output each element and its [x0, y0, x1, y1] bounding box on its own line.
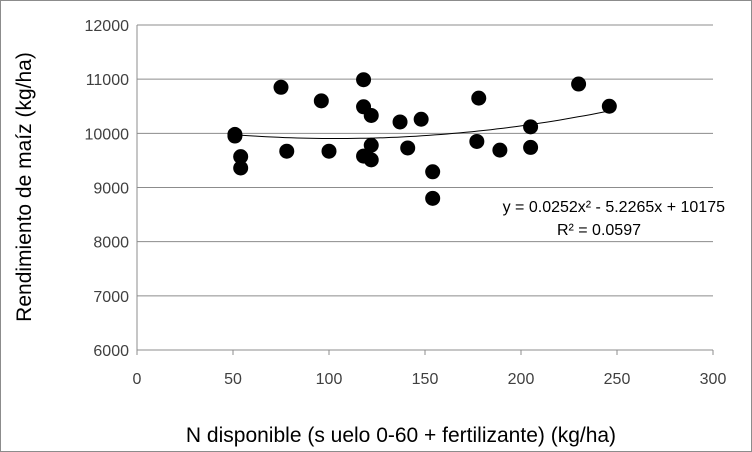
data-point — [233, 160, 249, 176]
x-axis-tick-labels: 0 50 100 150 200 250 300 — [133, 371, 727, 388]
data-point — [400, 140, 416, 156]
data-point — [273, 79, 289, 95]
y-tick-label: 6000 — [93, 343, 129, 360]
y-tick-label: 9000 — [93, 181, 129, 198]
data-point — [425, 190, 441, 206]
y-tick-label: 11000 — [86, 72, 129, 89]
y-axis-tick-labels: 6000 7000 8000 9000 10000 11000 12000 — [85, 18, 130, 360]
data-point — [356, 72, 372, 88]
trendline — [234, 110, 610, 139]
trendline-equation: y = 0.0252x² - 5.2265x + 10175 — [503, 199, 725, 216]
data-point — [321, 143, 337, 159]
gridlines — [136, 24, 714, 355]
data-point — [523, 139, 539, 155]
x-tick-label: 100 — [316, 371, 343, 388]
data-point — [425, 164, 441, 180]
data-points — [227, 72, 617, 206]
r-squared-label: R² = 0.0597 — [557, 222, 641, 239]
data-point — [392, 114, 408, 130]
data-point — [469, 133, 485, 149]
x-axis-title: N disponible (s uelo 0-60 + fertilizante… — [186, 424, 616, 447]
data-point — [363, 107, 379, 123]
x-tick-label: 50 — [224, 371, 242, 388]
data-point — [363, 152, 379, 168]
y-tick-label: 7000 — [93, 289, 129, 306]
data-point — [471, 90, 487, 106]
data-point — [313, 93, 329, 109]
data-point — [601, 98, 617, 114]
data-point — [413, 111, 429, 127]
data-point — [227, 128, 243, 144]
y-axis-title: Rendimiento de maíz (kg/ha) — [13, 52, 36, 322]
data-point — [571, 76, 587, 92]
data-point — [233, 149, 249, 165]
x-tick-label: 0 — [133, 371, 142, 388]
x-tick-label: 150 — [412, 371, 439, 388]
y-tick-label: 8000 — [93, 235, 129, 252]
x-tick-label: 300 — [700, 371, 727, 388]
data-point — [363, 137, 379, 153]
x-tick-label: 200 — [508, 371, 535, 388]
data-point — [279, 143, 295, 159]
data-point — [492, 142, 508, 158]
x-tick-label: 250 — [604, 371, 631, 388]
y-tick-label: 12000 — [85, 18, 130, 35]
data-point — [523, 119, 539, 135]
y-tick-label: 10000 — [85, 126, 130, 143]
